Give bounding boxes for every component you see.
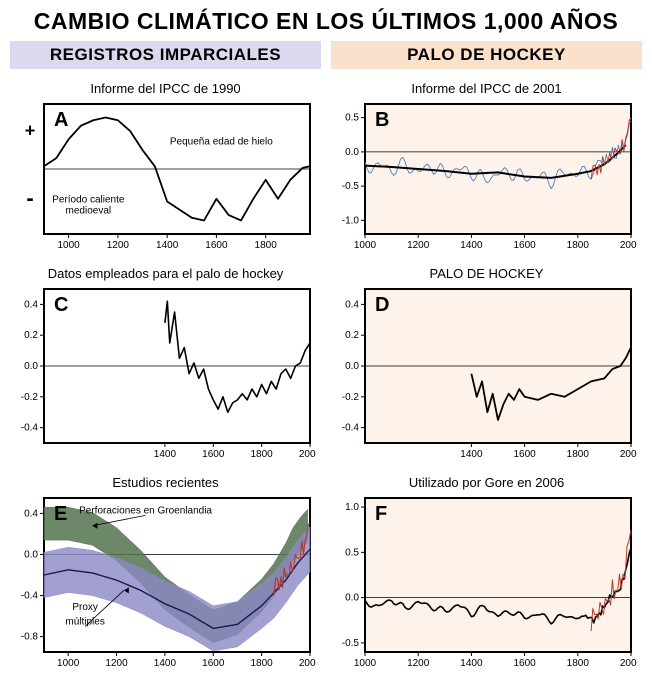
svg-text:-0.4: -0.4	[342, 423, 360, 434]
svg-text:0.0: 0.0	[345, 361, 359, 372]
main-title: CAMBIO CLIMÁTICO EN LOS ÚLTIMOS 1,000 AÑ…	[10, 8, 642, 35]
svg-text:-0.4: -0.4	[21, 591, 39, 602]
chart-D: 1400 1600 1800 2000 -0.4 -0.2 0.0 0.2 0.4 D	[331, 283, 642, 463]
svg-text:2000: 2000	[620, 240, 637, 251]
svg-text:C: C	[54, 294, 68, 316]
svg-text:-0.5: -0.5	[342, 638, 360, 649]
panel-title-F: Utilizado por Gore en 2006	[331, 475, 642, 490]
svg-text:1600: 1600	[513, 658, 536, 669]
svg-text:B: B	[375, 109, 389, 131]
svg-text:2000: 2000	[299, 449, 316, 460]
panel-title-A: Informe del IPCC de 1990	[10, 81, 321, 96]
svg-text:1200: 1200	[105, 658, 128, 669]
svg-text:0.0: 0.0	[345, 147, 359, 158]
svg-text:2000: 2000	[299, 658, 316, 669]
svg-text:1800: 1800	[255, 240, 278, 251]
panel-D: PALO DE HOCKEY 1400 1600 1800 2000 -0.4 -0.2 0.…	[331, 264, 642, 463]
column-header-right: PALO DE HOCKEY	[331, 41, 642, 69]
chart-F: 1000 1200 1400 1600 1800 2000 -0.5 0.0 0.5 1.0 F	[331, 492, 642, 672]
svg-text:2000: 2000	[620, 449, 637, 460]
svg-text:A: A	[54, 109, 68, 131]
svg-text:medioeval: medioeval	[66, 205, 112, 216]
panel-B: Informe del IPCC de 2001 1000 1200 1400 1600…	[331, 79, 642, 254]
svg-text:1200: 1200	[107, 240, 130, 251]
svg-text:1600: 1600	[513, 240, 536, 251]
svg-text:1000: 1000	[354, 240, 377, 251]
svg-text:-0.2: -0.2	[342, 392, 360, 403]
svg-text:1.0: 1.0	[345, 502, 359, 513]
svg-text:-0.2: -0.2	[21, 392, 39, 403]
column-header-left: REGISTROS IMPARCIALES	[10, 41, 321, 69]
svg-text:+: +	[25, 121, 36, 141]
infographic-root: CAMBIO CLIMÁTICO EN LOS ÚLTIMOS 1,000 AÑ…	[0, 0, 652, 684]
svg-text:0.4: 0.4	[345, 299, 359, 310]
svg-text:2000: 2000	[620, 658, 637, 669]
panel-A: Informe del IPCC de 1990 1000 1200 1400 1600…	[10, 79, 321, 254]
svg-text:0.0: 0.0	[345, 593, 359, 604]
svg-text:1800: 1800	[251, 449, 274, 460]
columns-container: REGISTROS IMPARCIALES Informe del IPCC d…	[10, 41, 642, 672]
svg-text:-1.0: -1.0	[342, 215, 360, 226]
svg-text:0.5: 0.5	[345, 113, 359, 124]
svg-text:1600: 1600	[202, 449, 225, 460]
svg-text:0.2: 0.2	[345, 330, 359, 341]
panel-E: Estudios recientes 1000 1200 1400 1600 1800 20…	[10, 473, 321, 672]
panel-title-D: PALO DE HOCKEY	[331, 266, 642, 281]
svg-text:1600: 1600	[513, 449, 536, 460]
svg-text:1200: 1200	[407, 658, 430, 669]
svg-text:E: E	[54, 503, 67, 525]
svg-text:1200: 1200	[407, 240, 430, 251]
svg-text:0.4: 0.4	[24, 299, 38, 310]
panel-title-B: Informe del IPCC de 2001	[331, 81, 642, 96]
svg-text:1600: 1600	[202, 658, 225, 669]
panel-C: Datos empleados para el palo de hockey 14…	[10, 264, 321, 463]
svg-text:0.0: 0.0	[24, 361, 38, 372]
svg-text:Período caliente: Período caliente	[52, 195, 125, 206]
chart-B: 1000 1200 1400 1600 1800 2000 -1.0 -0.5 0.0 0.5 B	[331, 98, 642, 254]
svg-text:-0.5: -0.5	[342, 181, 360, 192]
svg-text:1400: 1400	[156, 240, 179, 251]
svg-text:1400: 1400	[460, 449, 483, 460]
svg-text:-0.8: -0.8	[21, 632, 39, 643]
svg-text:1800: 1800	[567, 658, 590, 669]
svg-text:0.0: 0.0	[24, 549, 38, 560]
svg-text:0.2: 0.2	[24, 330, 38, 341]
svg-text:-0.4: -0.4	[21, 423, 39, 434]
svg-text:1000: 1000	[354, 658, 377, 669]
svg-text:Proxy: Proxy	[72, 602, 98, 613]
svg-text:1400: 1400	[460, 658, 483, 669]
chart-A: 1000 1200 1400 1600 1800 + - Pequeña edad de hi…	[10, 98, 321, 254]
panel-F: Utilizado por Gore en 2006 1000 1200 1400 16…	[331, 473, 642, 672]
svg-text:Pequeña edad de hielo: Pequeña edad de hielo	[170, 137, 273, 148]
svg-text:1400: 1400	[154, 449, 177, 460]
chart-C: 1400 1600 1800 2000 -0.4 -0.2 0.0 0.2 0.4 C	[10, 283, 321, 463]
svg-text:0.4: 0.4	[24, 508, 38, 519]
svg-text:Perforaciones en Groenlandia: Perforaciones en Groenlandia	[79, 505, 212, 516]
svg-text:0.5: 0.5	[345, 547, 359, 558]
panel-title-E: Estudios recientes	[10, 475, 321, 490]
svg-text:1000: 1000	[57, 658, 80, 669]
svg-text:D: D	[375, 294, 389, 316]
svg-text:1400: 1400	[460, 240, 483, 251]
svg-text:-: -	[26, 185, 33, 210]
chart-E: 1000 1200 1400 1600 1800 2000 -0.8 -0.4 0.0 0.4 Pe…	[10, 492, 321, 672]
panel-title-C: Datos empleados para el palo de hockey	[10, 266, 321, 281]
svg-text:1800: 1800	[251, 658, 274, 669]
column-left: REGISTROS IMPARCIALES Informe del IPCC d…	[10, 41, 321, 672]
svg-text:1800: 1800	[567, 240, 590, 251]
svg-text:1400: 1400	[154, 658, 177, 669]
svg-text:F: F	[375, 503, 387, 525]
svg-text:1800: 1800	[567, 449, 590, 460]
column-right: PALO DE HOCKEY Informe del IPCC de 2001 1…	[331, 41, 642, 672]
svg-text:1600: 1600	[205, 240, 228, 251]
svg-text:múltiples: múltiples	[65, 616, 104, 627]
svg-text:1000: 1000	[58, 240, 81, 251]
